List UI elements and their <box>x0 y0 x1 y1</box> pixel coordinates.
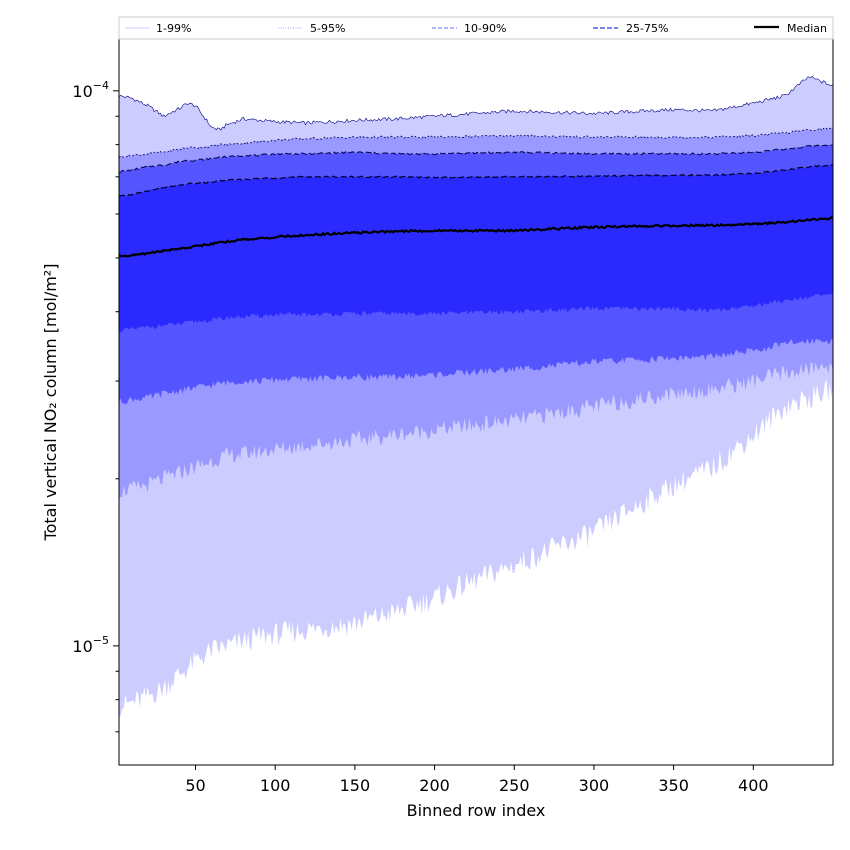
band-5-95-upper-edge <box>119 127 833 158</box>
x-axis-label: Binned row index <box>407 801 546 820</box>
legend-label-10-90: 10-90% <box>464 22 506 35</box>
legend: 1-99% 5-95% 10-90% 25-75% Median <box>118 16 834 40</box>
x-tick-label: 100 <box>260 776 291 795</box>
x-tick-label: 350 <box>658 776 689 795</box>
band-25-75-upper-edge <box>119 164 833 197</box>
x-tick-label: 250 <box>499 776 530 795</box>
legend-entry-1-99: 1-99% <box>125 22 191 35</box>
y-tick-label: 10−4 <box>72 79 109 101</box>
legend-box <box>118 16 834 40</box>
y-axis-label: Total vertical NO₂ column [mol/m²] <box>41 264 60 542</box>
legend-entry-5-95: 5-95% <box>278 22 345 35</box>
y-axis: 10−5 10−4 <box>72 79 119 733</box>
legend-label-1-99: 1-99% <box>156 22 191 35</box>
legend-entry-10-90: 10-90% <box>432 22 506 35</box>
y-tick-label: 10−5 <box>72 634 109 656</box>
band-25-75 <box>119 164 833 333</box>
legend-label-median: Median <box>787 22 827 35</box>
legend-label-25-75: 25-75% <box>626 22 668 35</box>
x-tick-label: 400 <box>738 776 769 795</box>
band-10-90-upper-edge <box>119 144 833 173</box>
x-tick-label: 300 <box>579 776 610 795</box>
legend-label-5-95: 5-95% <box>310 22 345 35</box>
band-1-99-upper-edge <box>119 75 833 131</box>
x-tick-label: 200 <box>419 776 450 795</box>
bands-group <box>119 75 833 718</box>
median-line <box>119 216 833 258</box>
legend-entry-median: Median <box>754 22 827 35</box>
x-axis: 50 100 150 200 250 300 350 400 <box>185 765 769 795</box>
x-tick-label: 150 <box>340 776 371 795</box>
x-tick-label: 50 <box>185 776 205 795</box>
legend-entry-25-75: 25-75% <box>593 22 668 35</box>
